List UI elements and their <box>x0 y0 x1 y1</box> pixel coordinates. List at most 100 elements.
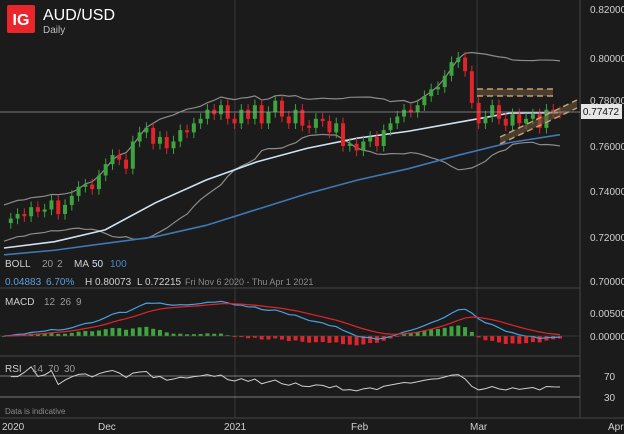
boll-label: BOLL <box>5 259 31 270</box>
candle-body <box>449 62 454 76</box>
candle-body <box>164 136 169 149</box>
candle-body <box>388 123 393 131</box>
candle-body <box>171 141 176 149</box>
candle-body <box>69 195 74 205</box>
macd-histogram-bar <box>124 329 129 336</box>
candle-body <box>381 130 386 146</box>
price-tick: 0.82000 <box>590 5 624 16</box>
x-tick: Dec <box>98 422 116 433</box>
macd-histogram-bar <box>320 336 325 343</box>
candle-body <box>517 114 522 124</box>
macd-histogram-bar <box>517 336 522 344</box>
macd-histogram-bar <box>239 336 244 338</box>
candle-body <box>524 118 529 124</box>
macd-histogram-bar <box>69 332 74 336</box>
price-axis: 0.82000 0.80000 0.78000 0.76000 0.74000 … <box>590 5 624 288</box>
candle-body <box>422 96 427 106</box>
candle-body <box>117 155 122 160</box>
candle-body <box>334 123 339 133</box>
candle-body <box>42 209 47 212</box>
macd-histogram-bar <box>449 326 454 336</box>
candle-body <box>341 123 346 146</box>
macd-histogram-bar <box>422 330 427 336</box>
macd-histogram-bar <box>103 329 108 336</box>
macd-histogram-bar <box>537 336 542 343</box>
candle-body <box>510 114 515 126</box>
candle-body <box>63 204 68 214</box>
macd-histogram-bar <box>280 336 284 340</box>
macd-histogram-bar <box>130 328 135 336</box>
candle-body <box>313 118 318 128</box>
macd-histogram-bar <box>483 336 488 341</box>
candle-body <box>266 112 271 124</box>
boll-dev: 2 <box>57 259 63 270</box>
candle-body <box>232 118 237 124</box>
low-label: L 0.72215 <box>137 277 182 288</box>
candle-body <box>408 109 413 112</box>
macd-histogram-bar <box>530 336 535 343</box>
rsi-period: 14 <box>32 364 44 375</box>
candle-body <box>246 109 251 119</box>
macd-histogram-bar <box>402 334 407 336</box>
rsi-lower: 30 <box>64 364 76 375</box>
current-price-badge <box>581 104 622 119</box>
macd-histogram-bar <box>266 336 271 340</box>
candle-body <box>144 127 149 133</box>
rsi-legend: RSI 14 70 30 <box>5 364 76 375</box>
candle-body <box>191 123 196 133</box>
candle-body <box>354 143 359 151</box>
timeframe-label: Daily <box>43 25 65 36</box>
candle-body <box>469 71 474 103</box>
candle-body <box>157 136 162 144</box>
macd-histogram-bar <box>510 336 515 344</box>
macd-histogram-bar <box>83 330 88 336</box>
ma50-line <box>3 111 561 249</box>
macd-histogram-bar <box>56 333 61 336</box>
candle-body <box>442 75 447 88</box>
candle-body <box>178 130 183 142</box>
candle-body <box>239 109 244 124</box>
macd-tick: 0.00000 <box>590 332 624 343</box>
macd-histogram-bar <box>442 327 447 336</box>
macd-histogram-bar <box>415 332 420 336</box>
high-label: H 0.80073 <box>85 277 132 288</box>
candle-body <box>185 130 190 133</box>
macd-histogram-bar <box>90 331 95 336</box>
macd-histogram-bar <box>490 336 495 341</box>
macd-histogram-bar <box>205 333 210 336</box>
candle-body <box>463 57 468 72</box>
macd-histogram-bar <box>171 333 176 336</box>
macd-histogram-bar <box>151 328 156 336</box>
candle-body <box>435 87 440 90</box>
candle-body <box>218 105 223 115</box>
candle-body <box>429 89 434 97</box>
macd-histogram-bar <box>354 336 359 346</box>
candle-body <box>368 136 373 142</box>
macd-histogram-bar <box>191 334 196 336</box>
bollinger-lower-band <box>3 133 561 242</box>
candle-body <box>415 105 420 112</box>
macd-histogram-bar <box>246 336 251 339</box>
candle-body <box>307 125 312 128</box>
candle-body <box>76 186 81 196</box>
candle-body <box>490 105 495 117</box>
candle-body <box>49 200 54 210</box>
macd-histogram-bar <box>96 330 101 336</box>
macd-histogram-bar <box>456 325 461 336</box>
macd-histogram-bar <box>252 336 257 338</box>
candle-body <box>35 207 40 212</box>
ig-logo <box>7 5 35 33</box>
ma-label: MA <box>74 259 89 270</box>
macd-signal-line <box>3 302 561 337</box>
ma100-label: 100 <box>110 259 127 270</box>
candle-body <box>198 118 203 124</box>
macd-histogram-bar <box>218 333 223 336</box>
candle-body <box>361 141 366 151</box>
candle-body <box>15 214 20 219</box>
candle-body <box>83 184 88 187</box>
candle-body <box>300 109 305 126</box>
macd-histogram-bar <box>137 327 142 336</box>
macd-histogram-bar <box>42 333 47 336</box>
candle-body <box>402 109 407 117</box>
